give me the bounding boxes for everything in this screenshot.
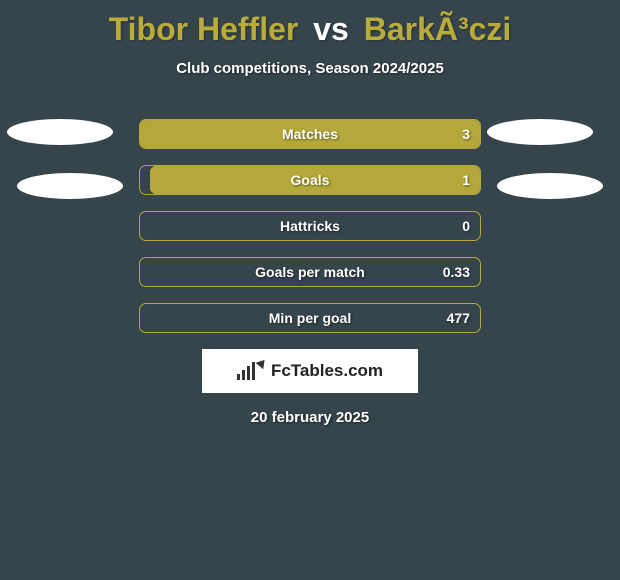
player1-name: Tibor Heffler (109, 11, 299, 47)
stat-label: Min per goal (269, 310, 351, 326)
stat-value: 0.33 (443, 264, 470, 280)
stats-area: Matches 3 Goals 1 Hattricks 0 Goals per match 0… (0, 119, 620, 333)
stat-value: 477 (447, 310, 470, 326)
stat-label: Matches (282, 126, 338, 142)
chart-icon (237, 362, 255, 380)
player2-name: BarkÃ³czi (364, 11, 512, 47)
stat-row: Hattricks 0 (139, 211, 481, 241)
stat-row: Goals 1 (139, 165, 481, 195)
stat-value: 0 (462, 218, 470, 234)
stat-row: Goals per match 0.33 (139, 257, 481, 287)
brand-text: FcTables.com (271, 361, 383, 381)
arrow-up-icon (256, 357, 269, 370)
vs-text: vs (313, 11, 349, 47)
subtitle: Club competitions, Season 2024/2025 (0, 60, 620, 77)
snapshot-date: 20 february 2025 (0, 409, 620, 426)
stat-row: Min per goal 477 (139, 303, 481, 333)
stat-value: 3 (462, 126, 470, 142)
stat-label: Goals per match (255, 264, 365, 280)
stat-value: 1 (462, 172, 470, 188)
comparison-title: Tibor Heffler vs BarkÃ³czi (0, 0, 620, 48)
brand-logo[interactable]: FcTables.com (202, 349, 418, 393)
brand-logo-inner: FcTables.com (237, 361, 383, 381)
stat-label: Goals (291, 172, 330, 188)
stat-label: Hattricks (280, 218, 340, 234)
stat-row: Matches 3 (139, 119, 481, 149)
